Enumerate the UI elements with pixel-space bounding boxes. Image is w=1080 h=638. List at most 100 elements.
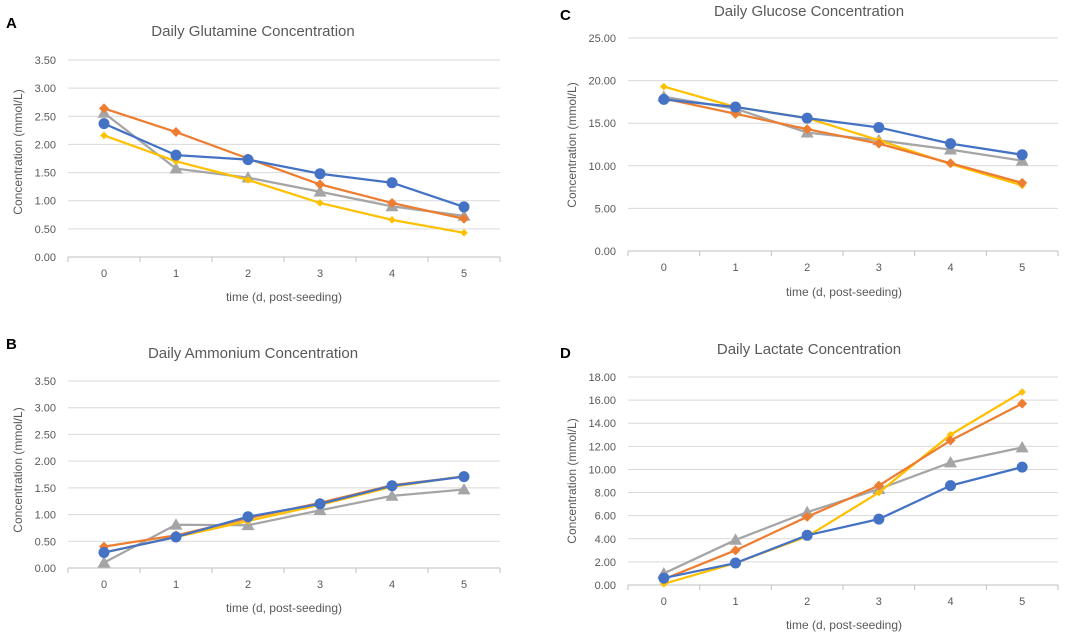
- y-tick-label: 1.00: [35, 510, 56, 522]
- x-tick-labels: 0 1 2 3 4 5: [101, 579, 467, 591]
- y-tick-label: 2.00: [595, 557, 616, 569]
- series-layer: [97, 471, 471, 568]
- data-point-orange-diamond: [1017, 177, 1028, 188]
- y-tick-label: 16.00: [588, 395, 616, 407]
- x-tick-label: 5: [461, 579, 467, 591]
- chart-panel-a: A Daily Glutamine Concentration Concentr…: [6, 15, 501, 304]
- data-point-yellow-diamond: [946, 430, 955, 439]
- series-layer: [657, 82, 1029, 190]
- data-point-blue-circle: [458, 201, 470, 213]
- data-point-orange-diamond: [387, 197, 397, 208]
- x-tick-label: 5: [461, 268, 467, 280]
- y-tick-label: 1.00: [35, 196, 56, 208]
- panel-letter: A: [6, 15, 17, 32]
- data-point-gray-triangle: [169, 162, 183, 174]
- data-point-blue-circle: [386, 177, 398, 189]
- series-line-blue-circle: [103, 122, 465, 208]
- x-tick-labels: 0 1 2 3 4 5: [661, 596, 1025, 608]
- panel-letter: C: [560, 7, 571, 24]
- y-tick-label: 0.00: [35, 563, 56, 575]
- data-point-blue-circle: [730, 557, 741, 569]
- data-point-gray-triangle: [729, 533, 742, 545]
- data-point-orange-diamond: [730, 545, 741, 556]
- y-tick-label: 2.00: [35, 139, 56, 151]
- x-tick-label: 3: [876, 262, 882, 274]
- x-tick-label: 5: [1019, 596, 1025, 608]
- y-tick-label: 10.00: [588, 464, 616, 476]
- series-line-blue-circle: [663, 466, 1023, 580]
- data-point-yellow-diamond: [316, 199, 324, 207]
- data-point-gray-triangle: [97, 556, 111, 568]
- data-point-blue-circle: [458, 471, 470, 483]
- series-line-yellow-diamond: [103, 134, 465, 234]
- gridlines: [67, 380, 501, 573]
- x-tick-label: 0: [101, 268, 107, 280]
- y-tick-label: 4.00: [595, 534, 616, 546]
- data-point-blue-circle: [658, 572, 670, 584]
- x-tick-label: 4: [947, 596, 953, 608]
- data-point-yellow-diamond: [244, 176, 252, 184]
- data-point-yellow-diamond: [388, 216, 396, 224]
- data-point-gray-triangle: [944, 456, 957, 468]
- y-axis-title: Concentration (mmol/L): [11, 407, 25, 532]
- x-tick-label: 2: [804, 262, 810, 274]
- y-tick-label: 5.00: [595, 203, 616, 215]
- series-line-blue-circle: [663, 98, 1023, 156]
- data-point-blue-circle: [242, 154, 254, 166]
- chart-title: Daily Glucose Concentration: [714, 3, 904, 20]
- data-point-blue-circle: [170, 149, 182, 161]
- data-point-blue-circle: [170, 531, 182, 543]
- y-tick-label: 25.00: [588, 33, 616, 45]
- data-point-blue-circle: [242, 511, 254, 523]
- x-tick-label: 0: [101, 579, 107, 591]
- y-tick-label: 18.00: [588, 372, 616, 384]
- x-tick-label: 5: [1019, 262, 1025, 274]
- data-point-blue-circle: [1016, 461, 1028, 473]
- y-tick-label: 2.00: [35, 456, 56, 468]
- series-line-orange-diamond: [103, 107, 465, 220]
- x-tick-label: 2: [804, 596, 810, 608]
- x-tick-label: 1: [732, 262, 738, 274]
- data-point-gray-triangle: [457, 482, 471, 495]
- y-tick-labels: 0.00 5.00 10.00 15.00 20.00 25.00: [588, 33, 616, 258]
- y-tick-labels: 0.00 0.50 1.00 1.50 2.00 2.50 3.00 3.50: [35, 376, 56, 575]
- y-tick-label: 2.50: [35, 111, 56, 123]
- data-point-orange-diamond: [171, 127, 181, 138]
- y-tick-label: 10.00: [588, 161, 616, 173]
- data-point-gray-triangle: [313, 185, 327, 197]
- x-tick-label: 3: [317, 268, 323, 280]
- x-tick-label: 4: [947, 262, 953, 274]
- series-layer: [657, 388, 1029, 588]
- y-tick-labels: 0.00 0.50 1.00 1.50 2.00 2.50 3.00 3.50: [35, 55, 56, 264]
- y-tick-label: 3.00: [35, 83, 56, 95]
- data-point-orange-diamond: [873, 138, 884, 149]
- x-tick-labels: 0 1 2 3 4 5: [101, 268, 467, 280]
- x-tick-label: 4: [389, 579, 395, 591]
- data-point-blue-circle: [730, 101, 741, 113]
- data-point-yellow-diamond: [460, 228, 468, 237]
- y-axis-title: Concentration (mmol/L): [11, 89, 25, 214]
- series-line-orange-diamond: [663, 97, 1023, 184]
- data-point-orange-diamond: [873, 480, 884, 491]
- data-point-orange-diamond: [802, 511, 813, 522]
- gridlines: [67, 59, 501, 262]
- y-axis-title: Concentration (mmol/L): [565, 82, 579, 207]
- data-point-yellow-diamond: [100, 131, 108, 140]
- series-line-gray-triangle: [103, 112, 465, 218]
- data-point-blue-circle: [873, 121, 885, 133]
- data-point-gray-triangle: [1015, 440, 1029, 453]
- x-axis-title: time (d, post-seeding): [226, 290, 342, 304]
- x-tick-label: 2: [245, 268, 251, 280]
- y-tick-label: 14.00: [588, 418, 616, 430]
- y-tick-label: 0.00: [595, 246, 616, 258]
- x-tick-label: 4: [389, 268, 395, 280]
- data-point-blue-circle: [945, 480, 956, 492]
- x-tick-label: 1: [173, 268, 179, 280]
- y-tick-label: 1.50: [35, 168, 56, 180]
- chart-panel-d: D Daily Lactate Concentration Concentrat…: [560, 341, 1059, 632]
- data-point-blue-circle: [314, 498, 326, 510]
- x-tick-label: 1: [732, 596, 738, 608]
- x-tick-label: 2: [245, 579, 251, 591]
- data-point-orange-diamond: [459, 213, 469, 224]
